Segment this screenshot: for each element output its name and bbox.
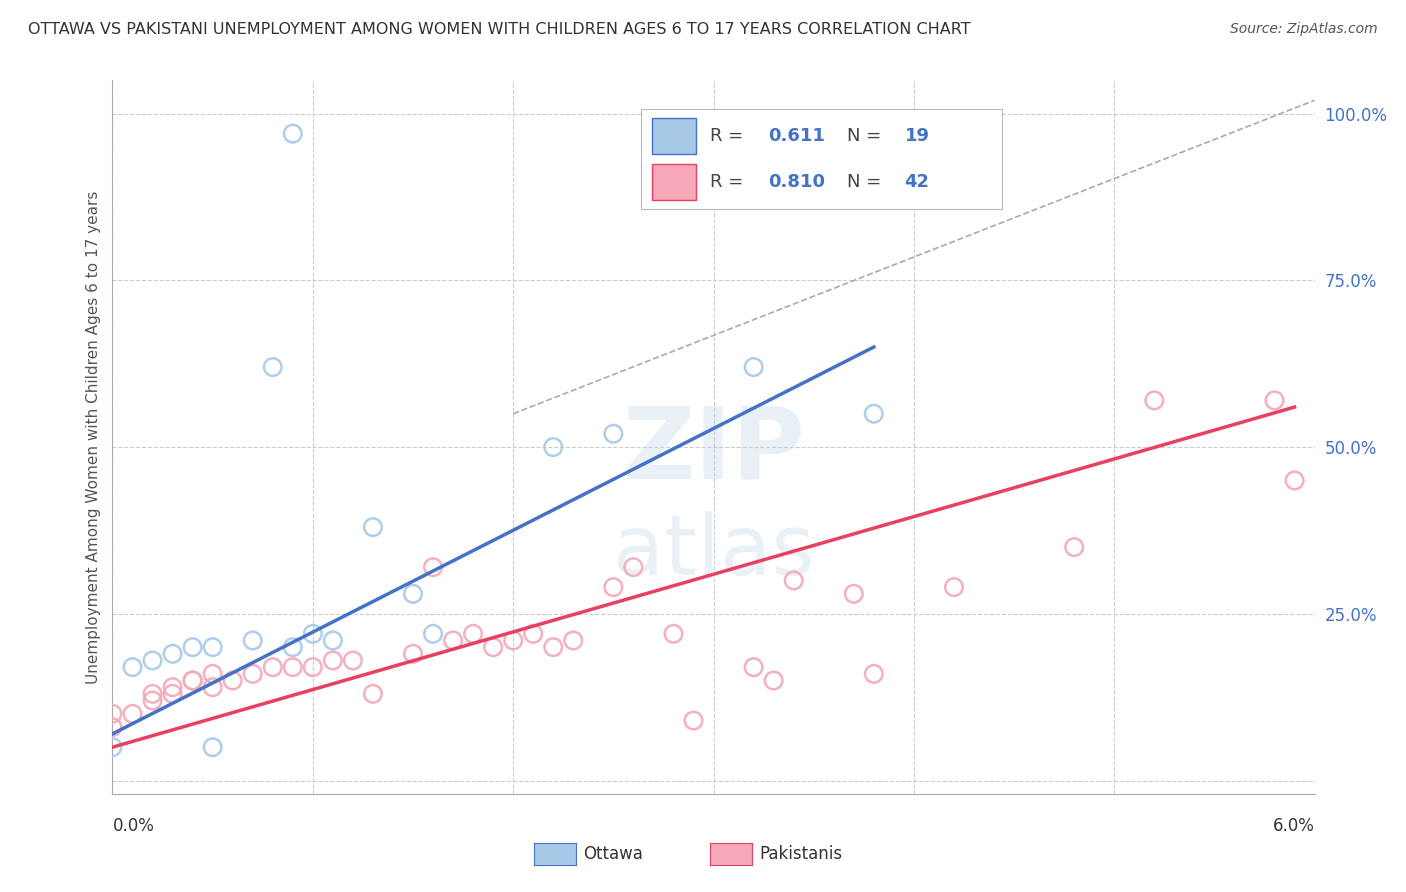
Point [141,693,163,707]
Text: Source: ZipAtlas.com: Source: ZipAtlas.com [1230,22,1378,37]
Text: Pakistanis: Pakistanis [759,845,842,863]
Point [662,627,685,641]
Point [1264,393,1286,408]
Point [322,653,344,667]
Point [602,426,624,441]
Point [181,640,204,655]
Point [222,673,245,688]
Point [242,633,264,648]
Point [862,407,886,421]
Point [162,687,184,701]
Point [461,627,484,641]
Point [181,673,204,688]
Point [543,640,565,655]
Point [562,633,585,648]
Text: 0.0%: 0.0% [112,817,155,835]
Point [262,359,284,374]
Point [602,580,624,594]
Text: 6.0%: 6.0% [1272,817,1315,835]
Point [842,587,865,601]
Text: R =: R = [710,127,744,145]
Point [201,666,224,681]
Point [201,740,224,755]
Text: N =: N = [846,127,882,145]
Point [101,706,124,721]
Point [281,660,304,674]
Point [422,627,444,641]
Text: atlas: atlas [613,511,814,591]
Point [782,574,804,588]
Text: N =: N = [846,173,882,191]
Point [1063,540,1085,554]
Point [482,640,505,655]
Point [201,640,224,655]
Point [101,720,124,734]
FancyBboxPatch shape [652,118,696,153]
Point [342,653,364,667]
Point [262,660,284,674]
Point [302,627,325,641]
FancyBboxPatch shape [652,164,696,200]
Point [281,640,304,655]
Point [742,359,765,374]
Point [121,706,143,721]
Text: 0.611: 0.611 [768,127,824,145]
Point [402,587,425,601]
Point [141,687,163,701]
Point [762,673,785,688]
Point [281,127,304,141]
Point [441,633,464,648]
Text: Ottawa: Ottawa [583,845,644,863]
Point [162,647,184,661]
Point [361,520,384,534]
Point [522,627,544,641]
Y-axis label: Unemployment Among Women with Children Ages 6 to 17 years: Unemployment Among Women with Children A… [86,190,101,684]
Point [402,647,425,661]
Text: 42: 42 [904,173,929,191]
Point [181,673,204,688]
Point [101,740,124,755]
Point [502,633,524,648]
Point [302,660,325,674]
Text: R =: R = [710,173,744,191]
Point [1143,393,1166,408]
Point [322,633,344,648]
Point [242,666,264,681]
Point [121,660,143,674]
Point [422,560,444,574]
Point [201,680,224,694]
Point [141,653,163,667]
Text: ZIP: ZIP [621,403,806,500]
Text: OTTAWA VS PAKISTANI UNEMPLOYMENT AMONG WOMEN WITH CHILDREN AGES 6 TO 17 YEARS CO: OTTAWA VS PAKISTANI UNEMPLOYMENT AMONG W… [28,22,970,37]
Point [621,560,644,574]
Text: 0.810: 0.810 [768,173,825,191]
Point [682,714,704,728]
Point [543,440,565,454]
Text: 19: 19 [904,127,929,145]
Point [1284,474,1306,488]
Point [862,666,886,681]
Point [162,680,184,694]
Point [742,660,765,674]
Point [943,580,966,594]
Point [361,687,384,701]
